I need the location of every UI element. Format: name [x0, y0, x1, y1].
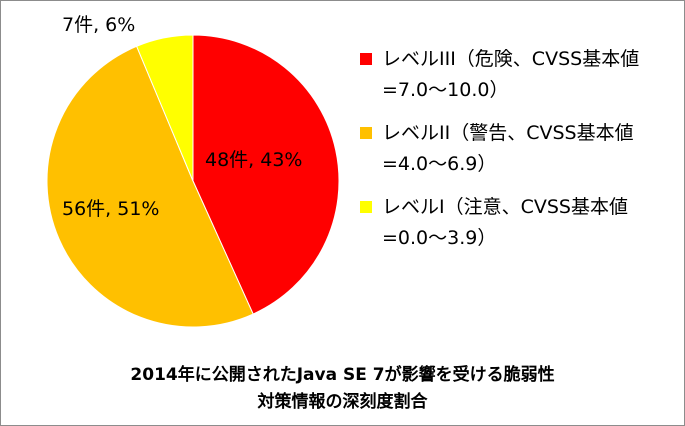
legend-label-level-1: レベルI（注意、CVSS基本値 [382, 196, 628, 218]
pie-slice-level-3 [192, 34, 340, 315]
legend-swatch-level-3 [360, 53, 372, 65]
legend-range-level-2: =4.0〜6.9） [382, 153, 497, 175]
chart-title-line-1: 2014年に公開されたJava SE 7が影響を受ける脆弱性 [130, 365, 555, 385]
legend-item-level-3: レベルIII（危険、CVSS基本値 =7.0〜10.0） [360, 44, 680, 118]
chart-title-line-2: 対策情報の深刻度割合 [257, 392, 428, 412]
pie-slice-level-2 [46, 45, 254, 328]
data-label-level-3: 48件, 43% [205, 149, 303, 171]
legend-label-level-2: レベルII（警告、CVSS基本値 [382, 122, 634, 144]
legend-swatch-level-2 [360, 127, 372, 139]
chart-title: 2014年に公開されたJava SE 7が影響を受ける脆弱性 対策情報の深刻度割… [0, 362, 685, 416]
pie-slice-level-1 [135, 34, 194, 182]
legend-swatch-level-1 [360, 201, 372, 213]
legend-item-level-1: レベルI（注意、CVSS基本値 =0.0〜3.9） [360, 192, 680, 266]
data-label-level-1: 7件, 6% [62, 14, 135, 36]
legend-label-level-3: レベルIII（危険、CVSS基本値 [382, 48, 640, 70]
legend: レベルIII（危険、CVSS基本値 =7.0〜10.0） レベルII（警告、CV… [360, 44, 680, 266]
legend-range-level-1: =0.0〜3.9） [382, 227, 497, 249]
legend-item-level-2: レベルII（警告、CVSS基本値 =4.0〜6.9） [360, 118, 680, 192]
legend-range-level-3: =7.0〜10.0） [382, 79, 509, 101]
data-label-level-2: 56件, 51% [62, 198, 160, 220]
